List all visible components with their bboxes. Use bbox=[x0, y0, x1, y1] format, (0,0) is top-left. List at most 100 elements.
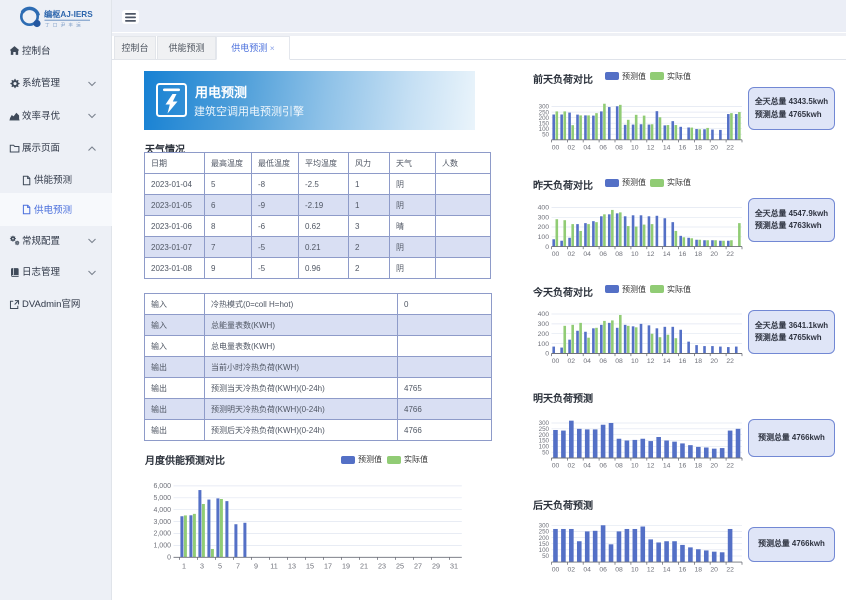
svg-text:20: 20 bbox=[710, 567, 718, 574]
svg-text:150: 150 bbox=[539, 541, 550, 548]
svg-text:16: 16 bbox=[679, 567, 687, 574]
svg-text:13: 13 bbox=[288, 561, 296, 570]
svg-text:00: 00 bbox=[552, 463, 560, 470]
svg-text:08: 08 bbox=[615, 144, 623, 151]
svg-text:3,000: 3,000 bbox=[153, 519, 171, 526]
svg-text:22: 22 bbox=[726, 358, 734, 365]
svg-text:04: 04 bbox=[583, 251, 591, 258]
svg-text:100: 100 bbox=[539, 547, 550, 554]
svg-text:丁口尹丰运: 丁口尹丰运 bbox=[45, 22, 84, 29]
svg-text:31: 31 bbox=[450, 561, 458, 570]
svg-text:08: 08 bbox=[615, 251, 623, 258]
svg-text:250: 250 bbox=[539, 109, 550, 116]
svg-text:300: 300 bbox=[538, 215, 550, 222]
svg-text:18: 18 bbox=[695, 567, 703, 574]
svg-text:20: 20 bbox=[710, 144, 718, 151]
svg-text:22: 22 bbox=[726, 144, 734, 151]
svg-text:300: 300 bbox=[539, 523, 550, 530]
svg-text:19: 19 bbox=[342, 561, 350, 570]
svg-text:06: 06 bbox=[599, 463, 607, 470]
svg-text:2,000: 2,000 bbox=[153, 531, 171, 538]
svg-text:23: 23 bbox=[378, 561, 386, 570]
svg-text:00: 00 bbox=[552, 144, 560, 151]
svg-text:25: 25 bbox=[396, 561, 404, 570]
svg-text:06: 06 bbox=[599, 144, 607, 151]
svg-text:50: 50 bbox=[542, 449, 549, 456]
svg-text:200: 200 bbox=[538, 331, 550, 338]
svg-text:编枢AJ-IERS: 编枢AJ-IERS bbox=[44, 9, 93, 19]
svg-text:08: 08 bbox=[615, 463, 623, 470]
svg-text:10: 10 bbox=[631, 251, 639, 258]
svg-text:300: 300 bbox=[539, 104, 550, 111]
svg-text:50: 50 bbox=[542, 553, 549, 560]
svg-text:10: 10 bbox=[631, 463, 639, 470]
svg-text:200: 200 bbox=[539, 535, 550, 542]
svg-text:12: 12 bbox=[647, 463, 655, 470]
svg-text:1,000: 1,000 bbox=[153, 543, 171, 550]
svg-text:06: 06 bbox=[599, 358, 607, 365]
svg-text:20: 20 bbox=[710, 358, 718, 365]
svg-text:200: 200 bbox=[538, 224, 550, 231]
svg-text:3: 3 bbox=[200, 561, 204, 570]
svg-text:400: 400 bbox=[538, 205, 550, 212]
svg-text:14: 14 bbox=[663, 144, 671, 151]
svg-text:50: 50 bbox=[542, 131, 549, 138]
svg-text:150: 150 bbox=[539, 438, 550, 445]
svg-text:10: 10 bbox=[631, 567, 639, 574]
svg-text:21: 21 bbox=[360, 561, 368, 570]
svg-text:10: 10 bbox=[631, 144, 639, 151]
svg-text:00: 00 bbox=[552, 567, 560, 574]
svg-text:100: 100 bbox=[538, 341, 550, 348]
svg-text:12: 12 bbox=[647, 144, 655, 151]
svg-text:100: 100 bbox=[539, 444, 550, 451]
svg-text:08: 08 bbox=[615, 358, 623, 365]
svg-text:02: 02 bbox=[568, 358, 576, 365]
svg-text:4,000: 4,000 bbox=[153, 507, 171, 514]
svg-text:250: 250 bbox=[539, 529, 550, 536]
svg-text:18: 18 bbox=[695, 463, 703, 470]
svg-text:04: 04 bbox=[583, 463, 591, 470]
svg-text:300: 300 bbox=[539, 420, 550, 427]
svg-text:22: 22 bbox=[726, 251, 734, 258]
svg-text:300: 300 bbox=[538, 321, 550, 328]
svg-text:15: 15 bbox=[306, 561, 314, 570]
svg-text:29: 29 bbox=[432, 561, 440, 570]
svg-text:20: 20 bbox=[710, 251, 718, 258]
svg-text:5,000: 5,000 bbox=[153, 495, 171, 502]
svg-text:10: 10 bbox=[631, 358, 639, 365]
svg-text:0: 0 bbox=[545, 351, 549, 358]
svg-text:02: 02 bbox=[568, 463, 576, 470]
svg-text:20: 20 bbox=[710, 463, 718, 470]
svg-text:04: 04 bbox=[583, 567, 591, 574]
svg-text:250: 250 bbox=[539, 426, 550, 433]
svg-text:0: 0 bbox=[545, 244, 549, 251]
svg-text:200: 200 bbox=[539, 432, 550, 439]
svg-text:12: 12 bbox=[647, 567, 655, 574]
svg-text:7: 7 bbox=[236, 561, 240, 570]
svg-text:16: 16 bbox=[679, 358, 687, 365]
svg-text:200: 200 bbox=[539, 115, 550, 122]
svg-text:00: 00 bbox=[552, 358, 560, 365]
svg-text:6,000: 6,000 bbox=[153, 483, 171, 490]
svg-text:0: 0 bbox=[167, 555, 171, 562]
svg-text:100: 100 bbox=[538, 234, 550, 241]
svg-text:5: 5 bbox=[218, 561, 222, 570]
svg-text:18: 18 bbox=[695, 358, 703, 365]
svg-text:14: 14 bbox=[663, 463, 671, 470]
svg-text:04: 04 bbox=[583, 358, 591, 365]
svg-text:18: 18 bbox=[695, 144, 703, 151]
svg-text:02: 02 bbox=[568, 567, 576, 574]
svg-text:100: 100 bbox=[539, 126, 550, 133]
svg-text:400: 400 bbox=[538, 311, 550, 318]
svg-text:16: 16 bbox=[679, 144, 687, 151]
svg-text:04: 04 bbox=[583, 144, 591, 151]
svg-text:08: 08 bbox=[615, 567, 623, 574]
svg-text:17: 17 bbox=[324, 561, 332, 570]
svg-text:12: 12 bbox=[647, 251, 655, 258]
svg-text:02: 02 bbox=[568, 251, 576, 258]
svg-text:06: 06 bbox=[599, 251, 607, 258]
svg-text:16: 16 bbox=[679, 251, 687, 258]
svg-text:00: 00 bbox=[552, 251, 560, 258]
svg-text:14: 14 bbox=[663, 251, 671, 258]
svg-text:27: 27 bbox=[414, 561, 422, 570]
